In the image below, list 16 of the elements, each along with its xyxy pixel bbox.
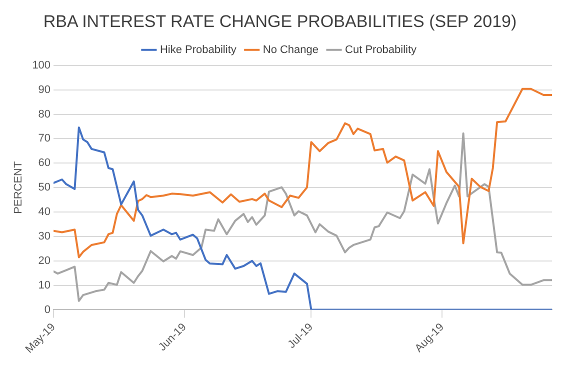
y-tick-label: 0 <box>44 304 51 316</box>
y-tick-label: 20 <box>38 254 51 267</box>
y-tick-label: 100 <box>32 59 51 72</box>
legend-label: Hike Probability <box>160 44 237 56</box>
y-tick-label: 60 <box>38 157 51 170</box>
chart-title: RBA INTEREST RATE CHANGE PROBABILITIES (SEP 2019) <box>43 12 517 31</box>
y-tick-label: 80 <box>38 108 51 120</box>
legend-label: No Change <box>262 44 319 56</box>
y-tick-label: 30 <box>38 230 51 242</box>
y-tick-label: 70 <box>38 132 51 145</box>
y-tick-label: 10 <box>38 279 51 292</box>
legend-label: Cut Probability <box>345 44 418 56</box>
y-tick-label: 50 <box>38 182 51 194</box>
y-axis-title: PERCENT <box>12 161 25 214</box>
y-tick-label: 90 <box>38 84 51 96</box>
y-tick-label: 40 <box>38 206 51 218</box>
